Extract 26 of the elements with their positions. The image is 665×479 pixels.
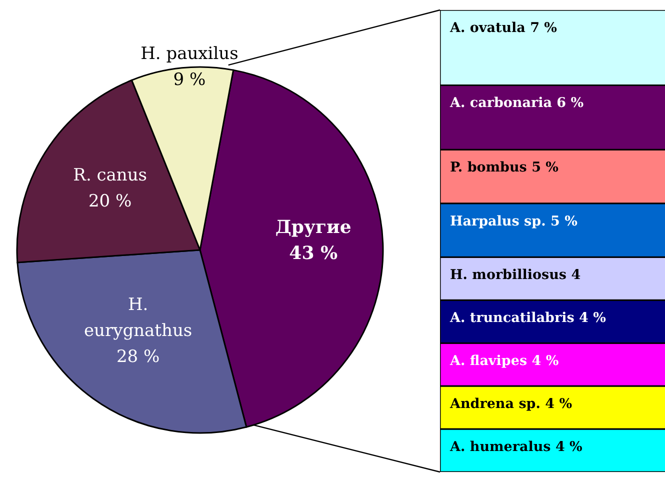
data-label: 20 %	[88, 192, 132, 212]
data-label: 4 %	[555, 439, 583, 456]
data-label: 9 %	[173, 70, 206, 90]
data-label: 4 %	[579, 310, 606, 326]
data-label: 5 %	[550, 213, 578, 230]
data-label: 43 %	[289, 242, 338, 264]
data-label: 28 %	[116, 347, 160, 368]
series-label: A. flavipes	[449, 353, 528, 370]
series-label: Andrena sp.	[449, 396, 540, 412]
data-label: 4 %	[532, 353, 559, 370]
series-label: P. bombus	[450, 160, 528, 176]
data-label: 6 %	[556, 95, 584, 112]
series-label: A. truncatilabris	[449, 310, 575, 326]
data-label: 5 %	[532, 160, 559, 176]
series-label: A. humeralus	[449, 439, 552, 456]
series-label: A. carbonaria	[449, 95, 552, 112]
series-label: H. morbilliosus	[450, 267, 567, 284]
data-label: 4 %	[545, 396, 572, 412]
slice-label: Другие	[275, 216, 352, 238]
data-label: 4	[571, 267, 581, 284]
slice-label: R. canus	[73, 166, 148, 186]
data-label: 7 %	[530, 20, 558, 36]
slice-label: H. pauxilus	[140, 44, 238, 64]
series-label: A. ovatula	[449, 20, 526, 36]
slice-label: H. eurygnathus	[84, 295, 192, 342]
series-label: Harpalus sp.	[450, 213, 546, 230]
